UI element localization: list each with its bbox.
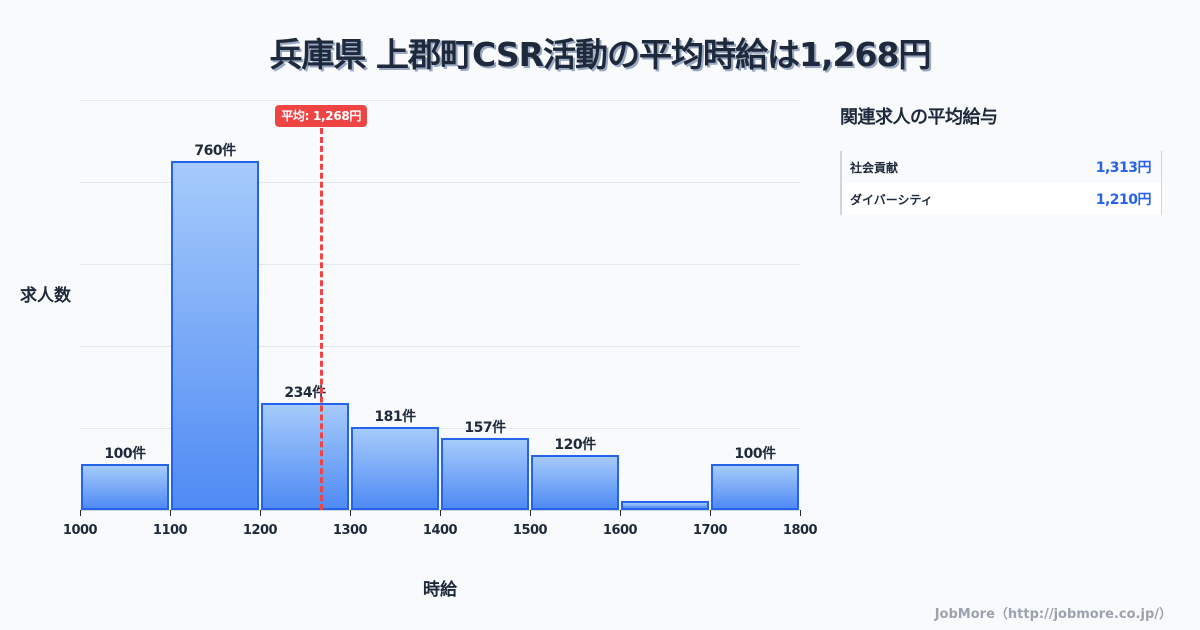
- x-tick: [350, 510, 351, 516]
- x-tick: [440, 510, 441, 516]
- x-tick: [620, 510, 621, 516]
- x-tick: [530, 510, 531, 516]
- histogram-chart: 100件 760件 234件 181件 157件 120件 100件 1000 1100 120…: [20, 100, 818, 600]
- related-job-wage: 1,313円: [1095, 160, 1152, 176]
- histogram-bar: [531, 454, 619, 510]
- footer-credit: JobMore（http://jobmore.co.jp/）: [934, 607, 1172, 622]
- histogram-bar: [81, 464, 169, 510]
- gridline: [80, 100, 800, 101]
- x-tick: [260, 510, 261, 516]
- histogram-bar: [621, 500, 709, 510]
- related-jobs-table: 社会貢献 1,313円 ダイバーシティ 1,210円: [840, 151, 1162, 215]
- average-line: [320, 128, 324, 510]
- bar-value-label: 181件: [374, 408, 416, 425]
- histogram-bar: [441, 437, 529, 510]
- x-tick-label: 1100: [152, 523, 188, 538]
- related-jobs-title: 関連求人の平均給与: [840, 107, 998, 128]
- histogram-bar: [171, 161, 259, 510]
- page-title: 兵庫県 上郡町CSR活動の平均時給は1,268円: [269, 35, 932, 74]
- x-tick-label: 1200: [242, 523, 278, 538]
- related-jobs-panel: 関連求人の平均給与 社会貢献 1,313円 ダイバーシティ 1,210円: [840, 103, 1162, 215]
- gridline: [80, 428, 800, 429]
- x-tick: [80, 510, 81, 516]
- x-tick: [170, 510, 171, 516]
- histogram-bar: [711, 464, 799, 510]
- x-tick: [710, 510, 711, 516]
- x-tick-label: 1400: [422, 523, 458, 538]
- x-tick-label: 1600: [602, 523, 638, 538]
- gridline: [80, 346, 800, 347]
- bar-value-label: 234件: [284, 384, 326, 401]
- y-axis-label: 求人数: [20, 286, 71, 306]
- x-tick-label: 1000: [62, 523, 98, 538]
- histogram-bar: [261, 402, 349, 510]
- related-job-row: ダイバーシティ 1,210円: [842, 183, 1161, 215]
- x-tick: [800, 510, 801, 516]
- x-tick-label: 1300: [332, 523, 368, 538]
- bar-value-label: 100件: [104, 446, 146, 463]
- x-tick-label: 1500: [512, 523, 548, 538]
- x-axis-label: 時給: [423, 580, 457, 600]
- histogram-bar: [351, 426, 439, 510]
- related-job-name: 社会貢献: [850, 160, 899, 175]
- x-tick-label: 1700: [692, 523, 728, 538]
- related-job-wage: 1,210円: [1095, 192, 1152, 208]
- bar-value-label: 157件: [464, 419, 506, 436]
- related-job-row: 社会貢献 1,313円: [842, 151, 1161, 183]
- bar-value-label: 120件: [554, 436, 596, 453]
- average-badge: 平均: 1,268円: [275, 105, 368, 127]
- gridline: [80, 182, 800, 183]
- gridline: [80, 264, 800, 265]
- x-tick-label: 1800: [782, 523, 818, 538]
- bar-value-label: 760件: [194, 143, 236, 160]
- related-job-name: ダイバーシティ: [850, 192, 933, 207]
- bar-value-label: 100件: [734, 446, 776, 463]
